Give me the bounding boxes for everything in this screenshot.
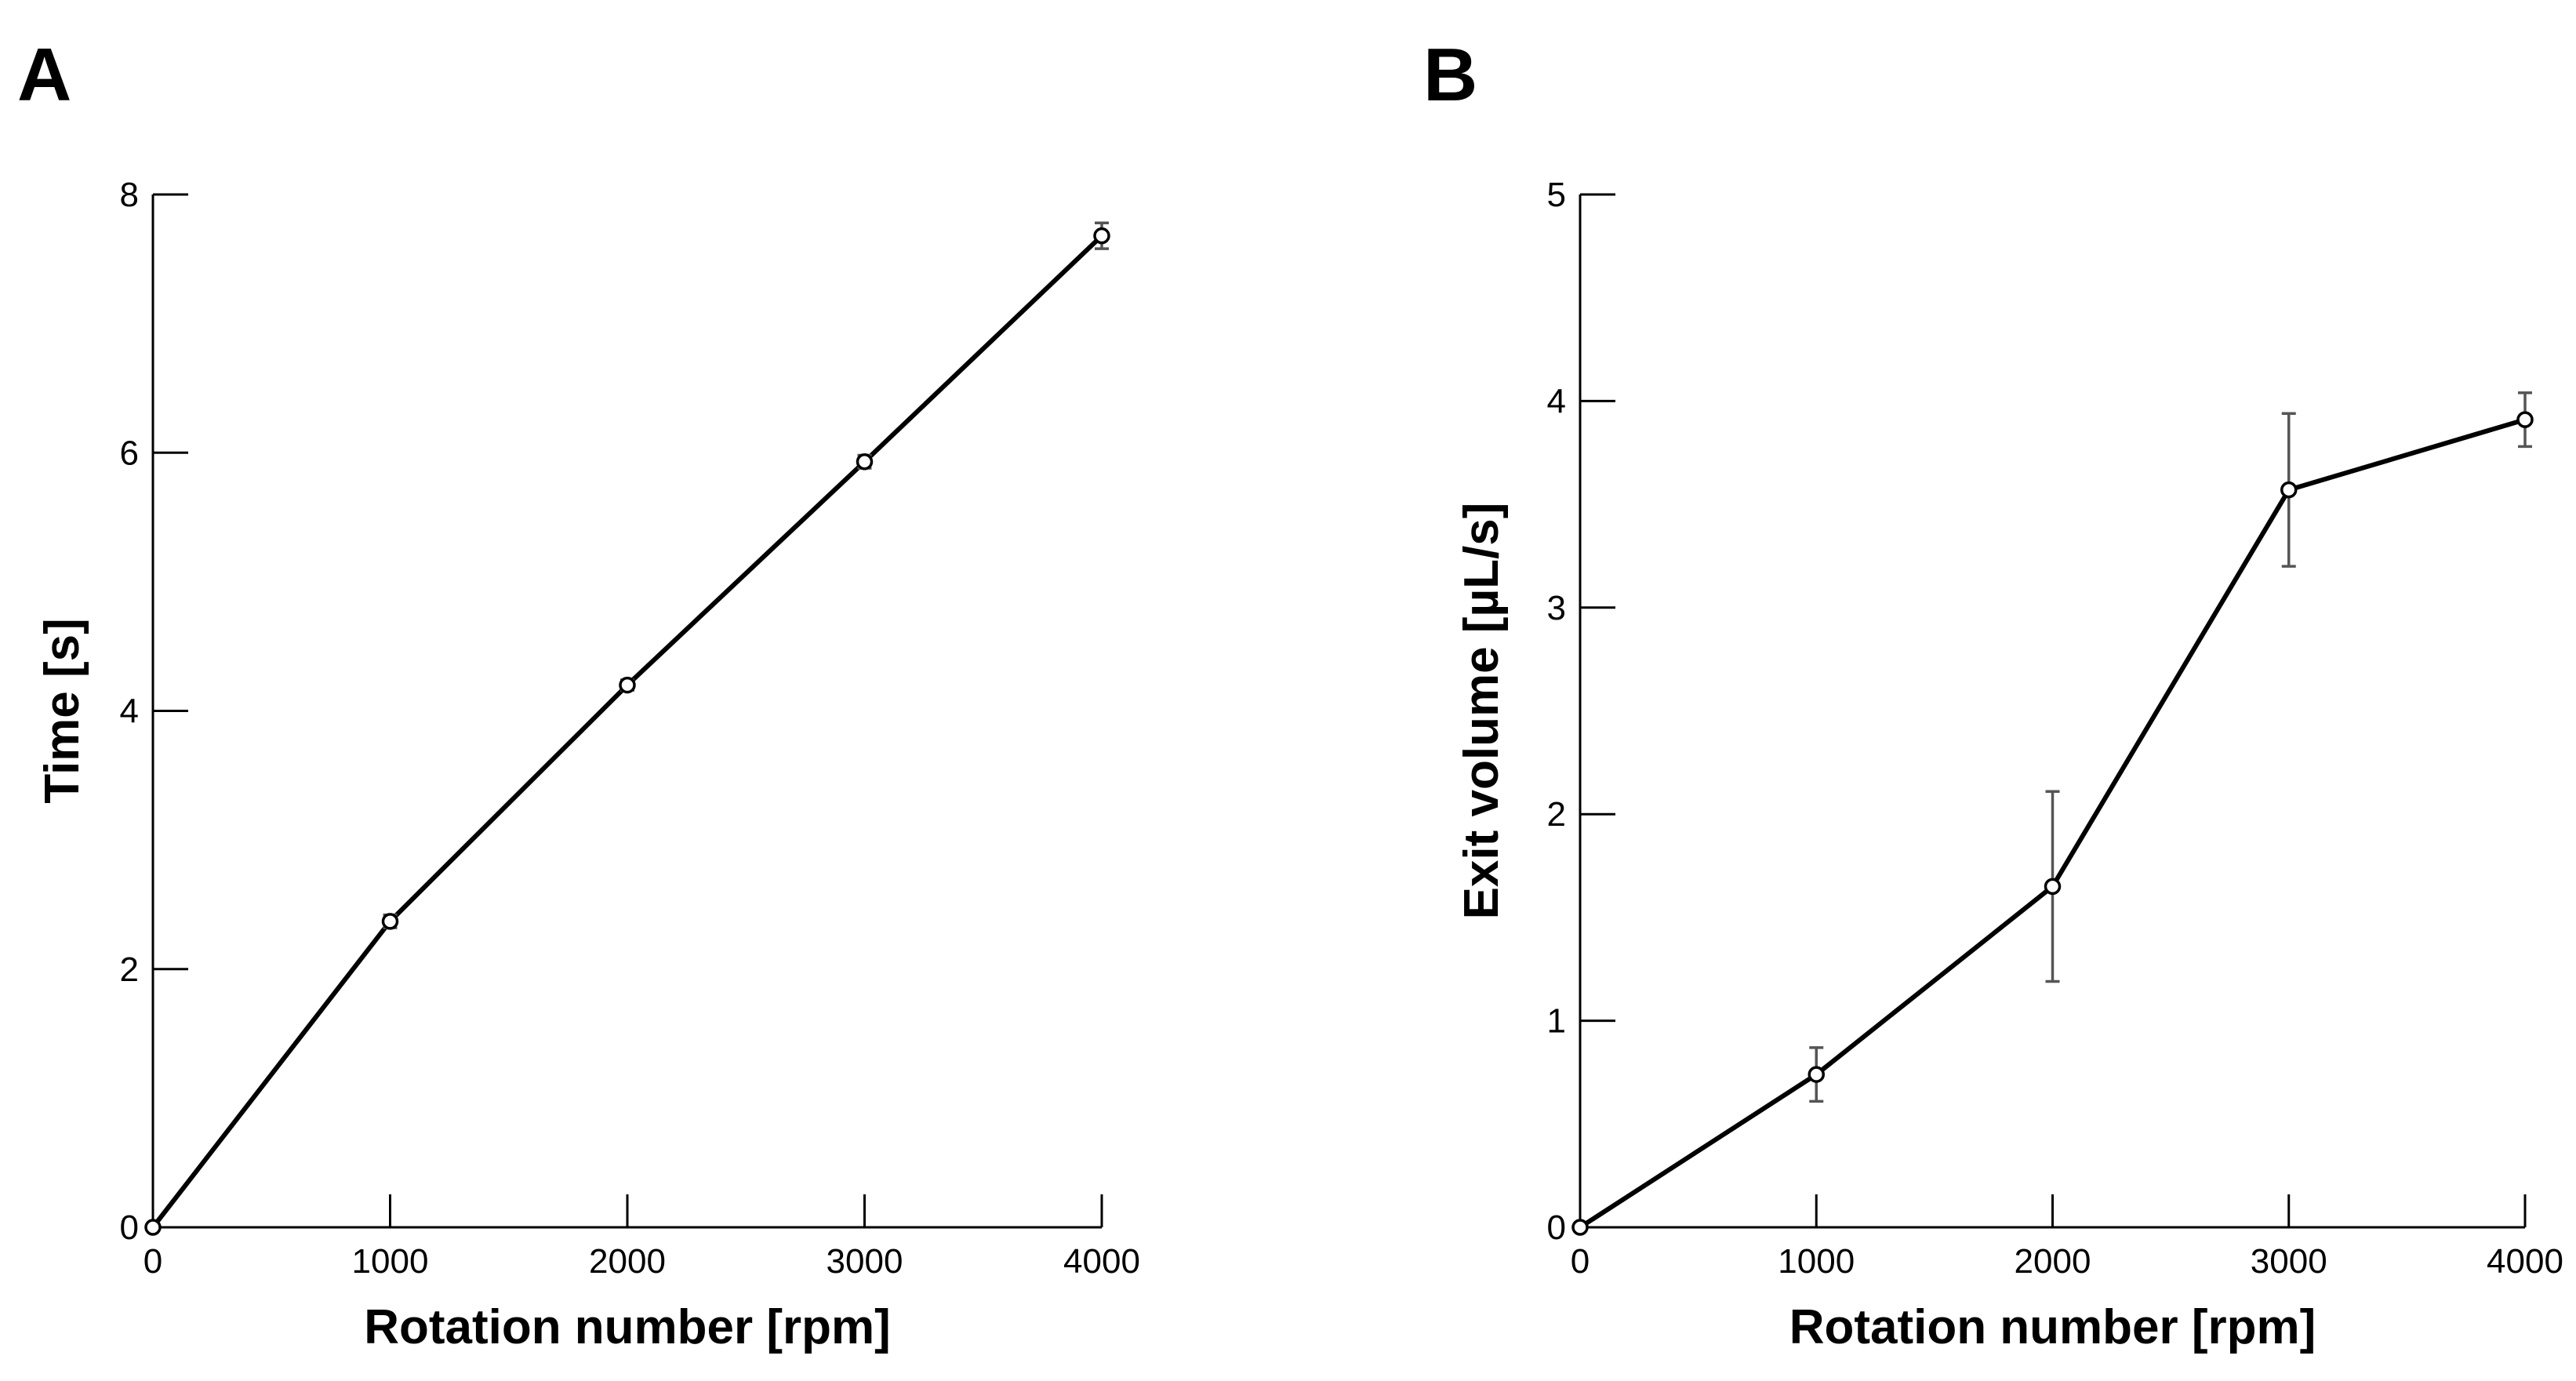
y-tick-label: 3: [1547, 589, 1566, 627]
panel-b: B 0 1 2 3 4 5 0 1000 2000 3000 4000 Rotation number …: [1423, 33, 2563, 1354]
y-tick-label: 5: [1547, 176, 1566, 214]
data-point: [619, 676, 636, 694]
data-point: [1808, 1066, 1825, 1083]
y-axis-title: Exit volume [µL/s]: [1455, 503, 1509, 920]
y-tick-label: 2: [120, 950, 139, 989]
y-tick-label: 6: [120, 434, 139, 472]
data-point: [2044, 878, 2062, 896]
x-axis-title: Rotation number [rpm]: [1789, 1300, 2316, 1354]
data-point: [856, 453, 874, 471]
y-tick-label: 4: [120, 692, 139, 731]
x-tick-label: 3000: [2251, 1242, 2327, 1281]
panel-letter: A: [17, 33, 71, 117]
y-tick-label: 2: [1547, 795, 1566, 834]
data-point: [1571, 1219, 1589, 1236]
data-point: [2280, 481, 2298, 499]
y-axis-title: Time [s]: [35, 618, 89, 804]
data-point: [1093, 227, 1110, 245]
x-tick-label: 2000: [589, 1242, 666, 1281]
x-tick-label: 0: [1571, 1242, 1590, 1281]
panel-letter: B: [1423, 33, 1477, 117]
y-tick-label: 1: [1547, 1002, 1566, 1041]
x-tick-label: 1000: [1778, 1242, 1855, 1281]
x-tick-label: 1000: [352, 1242, 429, 1281]
y-tick-label: 4: [1547, 382, 1566, 420]
x-tick-label: 3000: [827, 1242, 903, 1281]
data-point: [381, 913, 399, 930]
y-tick-label: 0: [120, 1208, 139, 1247]
data-point: [2516, 411, 2534, 428]
x-tick-label: 4000: [1063, 1242, 1140, 1281]
y-tick-label: 8: [120, 176, 139, 214]
x-axis-title: Rotation number [rpm]: [364, 1300, 891, 1354]
x-tick-label: 2000: [2015, 1242, 2091, 1281]
series-line: [151, 234, 1104, 1229]
data-point: [144, 1219, 162, 1236]
x-tick-label: 0: [144, 1242, 162, 1281]
x-tick-label: 4000: [2487, 1242, 2563, 1281]
y-tick-label: 0: [1547, 1208, 1566, 1247]
panel-a: A 0 2 4 6 8 0 1000 2000 3000 4000 Rotation number […: [17, 33, 1140, 1354]
